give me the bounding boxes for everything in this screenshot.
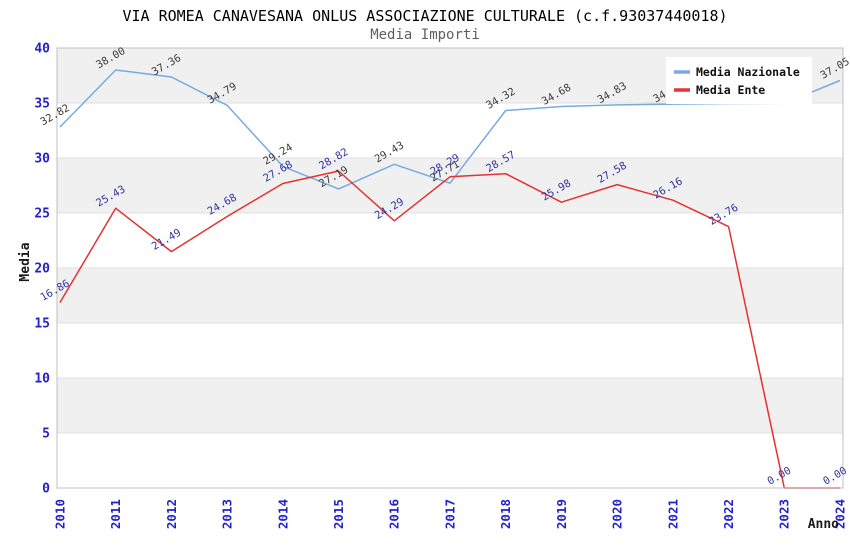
y-band xyxy=(57,158,843,213)
x-axis-tick-label: 2024 xyxy=(832,499,847,529)
y-axis-tick-label: 5 xyxy=(42,427,50,442)
y-axis-tick-label: 10 xyxy=(34,372,50,387)
y-band xyxy=(57,378,843,433)
chart-title: VIA ROMEA CANAVESANA ONLUS ASSOCIAZIONE … xyxy=(122,7,728,25)
x-axis-tick-label: 2016 xyxy=(387,499,402,529)
x-axis-tick-label: 2022 xyxy=(721,499,736,529)
x-axis-tick-label: 2015 xyxy=(331,499,346,529)
data-label-media-ente: 21.49 xyxy=(150,227,183,253)
legend-box xyxy=(666,57,812,104)
y-axis-tick-label: 0 xyxy=(42,482,50,497)
y-axis-tick-label: 15 xyxy=(34,317,50,332)
y-axis-tick-label: 30 xyxy=(34,152,50,167)
x-axis-tick-label: 2018 xyxy=(498,499,513,529)
x-axis-tick-label: 2023 xyxy=(777,499,792,529)
y-band xyxy=(57,268,843,323)
data-label-media-ente: 0.00 xyxy=(765,465,793,488)
plot-border xyxy=(56,47,844,489)
legend-label-media-nazionale: Media Nazionale xyxy=(696,65,800,79)
data-label-media-ente: 0.00 xyxy=(821,465,849,488)
x-axis-tick-label: 2019 xyxy=(554,499,569,529)
x-axis-tick-label: 2010 xyxy=(52,499,67,529)
x-axis-tick-label: 2012 xyxy=(164,499,179,529)
y-axis-tick-label: 25 xyxy=(34,207,50,222)
y-axis-tick-label: 20 xyxy=(34,262,50,277)
legend: Media Nazionale Media Ente xyxy=(666,57,812,104)
chart-subtitle: Media Importi xyxy=(370,27,480,43)
x-axis-title: Anno xyxy=(808,517,839,532)
x-axis-tick-label: 2014 xyxy=(275,499,290,529)
x-axis-tick-label: 2017 xyxy=(442,499,457,529)
x-axis-tick-label: 2011 xyxy=(108,499,123,529)
x-axis-tick-label: 2020 xyxy=(609,499,624,529)
series-line-media-ente xyxy=(59,170,840,489)
x-axis-tick-label: 2013 xyxy=(219,499,234,529)
legend-label-media-ente: Media Ente xyxy=(696,83,765,97)
y-axis-tick-label: 35 xyxy=(34,97,50,112)
x-axis-tick-label: 2021 xyxy=(665,499,680,529)
y-axis-title: Media xyxy=(18,242,33,281)
y-axis-tick-label: 40 xyxy=(34,42,50,57)
